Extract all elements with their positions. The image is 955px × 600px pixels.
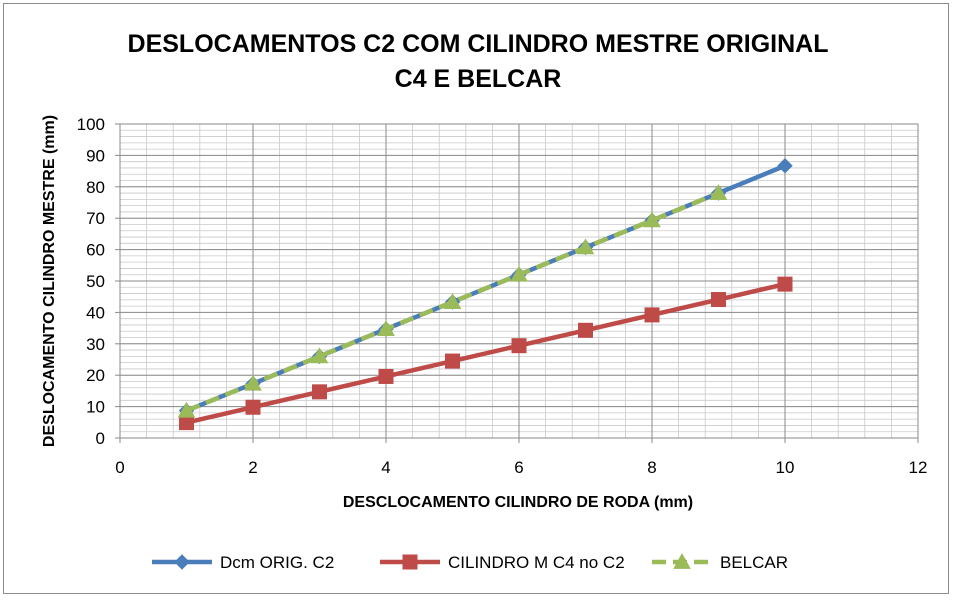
data-point-cilindro-m-c4-no-c2 — [578, 322, 593, 338]
chart-title-line-2: C4 E BELCAR — [395, 65, 562, 93]
chart-title-line-1: DESLOCAMENTOS C2 COM CILINDRO MESTRE ORI… — [128, 30, 829, 58]
data-point-belcar — [709, 184, 728, 200]
legend-marker-dcm-orig-c2 — [174, 554, 190, 570]
data-point-belcar — [244, 374, 262, 391]
series-belcar — [177, 184, 728, 418]
y-tick-label: 20 — [86, 366, 105, 385]
data-point-belcar — [310, 347, 329, 364]
data-point-cilindro-m-c4-no-c2 — [511, 338, 527, 354]
y-tick-label: 10 — [86, 398, 105, 417]
chart-frame — [3, 3, 949, 594]
x-tick-label: 12 — [909, 458, 928, 477]
data-point-belcar — [177, 401, 196, 418]
x-tick-label: 10 — [776, 458, 795, 477]
data-point-cilindro-m-c4-no-c2 — [445, 353, 460, 369]
x-tick-label: 8 — [647, 458, 656, 477]
chart-title: DESLOCAMENTOS C2 COM CILINDRO MESTRE ORI… — [128, 30, 829, 93]
x-axis-title: DESCLOCAMENTO CILINDRO DE RODA (mm) — [343, 494, 693, 511]
x-tick-label: 6 — [514, 458, 523, 477]
legend-item-dcm-orig-c2: Dcm ORIG. C2 — [152, 553, 334, 572]
x-tick-label: 0 — [115, 458, 124, 477]
y-tick-label: 30 — [86, 335, 105, 354]
legend-item-cilindro-m-c4-no-c2: CILINDRO M C4 no C2 — [380, 553, 625, 572]
y-tick-label: 90 — [86, 146, 105, 165]
data-point-cilindro-m-c4-no-c2 — [378, 368, 394, 384]
y-tick-label: 70 — [86, 209, 105, 228]
legend: Dcm ORIG. C2 CILINDRO M C4 no C2 BELCAR — [152, 552, 788, 572]
data-point-dcm-orig-c2 — [777, 158, 793, 174]
series-line-belcar — [185, 190, 720, 413]
data-point-belcar — [510, 265, 528, 282]
series-line-cilindro-m-c4-no-c2 — [185, 281, 786, 425]
y-tick-label: 60 — [86, 241, 105, 260]
data-point-cilindro-m-c4-no-c2 — [644, 307, 660, 323]
legend-label-belcar: BELCAR — [720, 553, 788, 572]
x-axis-ticks: 0 2 4 6 8 10 12 — [115, 438, 927, 477]
x-tick-label: 2 — [248, 458, 257, 477]
y-tick-label: 0 — [96, 429, 105, 448]
data-point-cilindro-m-c4-no-c2 — [777, 276, 793, 292]
legend-marker-cilindro-m-c4-no-c2 — [402, 554, 418, 570]
legend-marker-belcar — [673, 552, 691, 569]
data-point-belcar — [377, 320, 395, 336]
y-tick-label: 40 — [86, 303, 105, 322]
data-point-cilindro-m-c4-no-c2 — [179, 415, 194, 431]
data-point-belcar — [643, 211, 661, 228]
legend-label-cilindro-m-c4-no-c2: CILINDRO M C4 no C2 — [448, 553, 625, 572]
series-layer — [177, 158, 793, 431]
x-tick-label: 4 — [381, 458, 390, 477]
y-tick-label: 50 — [86, 272, 105, 291]
legend-item-belcar: BELCAR — [652, 552, 788, 572]
y-axis-title: DESLOCAMENTO CILINDRO MESTRE (mm) — [41, 115, 58, 447]
legend-label-dcm-orig-c2: Dcm ORIG. C2 — [220, 553, 334, 572]
data-point-cilindro-m-c4-no-c2 — [711, 292, 726, 308]
data-point-belcar — [443, 293, 462, 309]
y-tick-label: 80 — [86, 178, 105, 197]
data-point-cilindro-m-c4-no-c2 — [245, 399, 261, 415]
y-axis-ticks: 0 10 20 30 40 50 60 70 80 90 100 — [77, 115, 120, 448]
y-tick-label: 100 — [77, 115, 105, 134]
series-cilindro-m-c4-no-c2 — [179, 276, 793, 431]
data-point-belcar — [576, 238, 595, 255]
data-point-cilindro-m-c4-no-c2 — [312, 384, 327, 400]
